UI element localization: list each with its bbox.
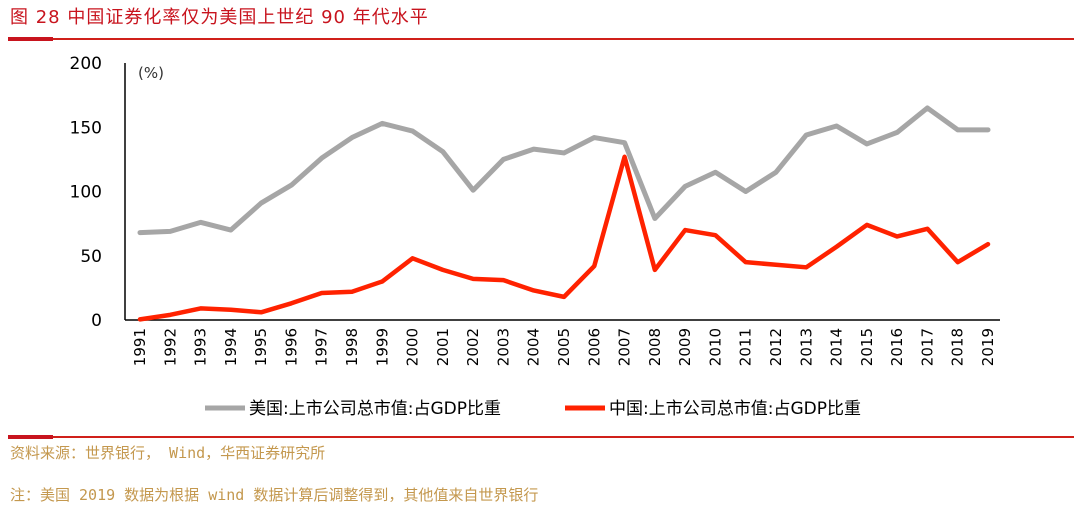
x-tick-label: 2005 [555,328,573,366]
line-chart: (%) 0 50 100 150 200 1991 1992 1993 1994 1995 1996… [70,54,1000,419]
x-tick-label: 2011 [737,328,755,366]
note-text: 注：美国 2019 数据为根据 wind 数据计算后调整得到，其他值来自世界银行 [10,486,539,504]
x-tick-label: 2015 [858,328,876,366]
series-line-china [137,154,991,322]
y-tick-label: 150 [70,118,102,138]
title-divider [8,37,1074,41]
x-tick-label: 1993 [192,328,210,366]
x-tick-label: 2013 [797,328,815,366]
x-tick-label: 2010 [706,328,724,366]
source-text: 资料来源：世界银行， Wind，华西证券研究所 [10,444,326,462]
legend-label: 美国:上市公司总市值:占GDP比重 [249,399,501,419]
x-tick-label: 1992 [161,328,179,366]
x-tick-label: 1997 [313,328,331,366]
y-unit-label: (%) [138,64,164,82]
x-tick-label: 1994 [222,328,240,366]
x-tick-label: 2018 [949,328,967,366]
x-tick-label: 1991 [131,328,149,366]
footer-divider [8,435,1074,439]
x-tick-label: 2017 [918,328,936,366]
x-tick-label: 1996 [282,328,300,366]
x-tick-label: 2006 [585,328,603,366]
series-line-us [137,105,991,236]
y-tick-label: 100 [70,183,102,203]
legend-label: 中国:上市公司总市值:占GDP比重 [609,399,861,419]
x-tick-label: 2012 [767,328,785,366]
x-tick-label: 2003 [494,328,512,366]
y-tick-label: 200 [70,54,102,74]
x-tick-label: 2019 [979,328,997,366]
x-tick-label: 1999 [373,328,391,366]
x-tick-label: 2007 [616,328,634,366]
x-tick-label: 2001 [434,328,452,366]
figure-title: 图 28 中国证券化率仅为美国上世纪 90 年代水平 [10,7,429,28]
x-tick-label: 1998 [343,328,361,366]
x-tick-label: 2016 [888,328,906,366]
x-tick-label: 2008 [646,328,664,366]
x-tick-label: 2000 [404,328,422,366]
y-tick-label: 0 [91,311,102,331]
x-tick-label: 2014 [828,328,846,366]
x-tick-label: 2004 [525,328,543,366]
x-tick-label: 1995 [252,328,270,366]
x-tick-label: 2009 [676,328,694,366]
y-tick-label: 50 [80,247,102,267]
x-tick-label: 2002 [464,328,482,366]
